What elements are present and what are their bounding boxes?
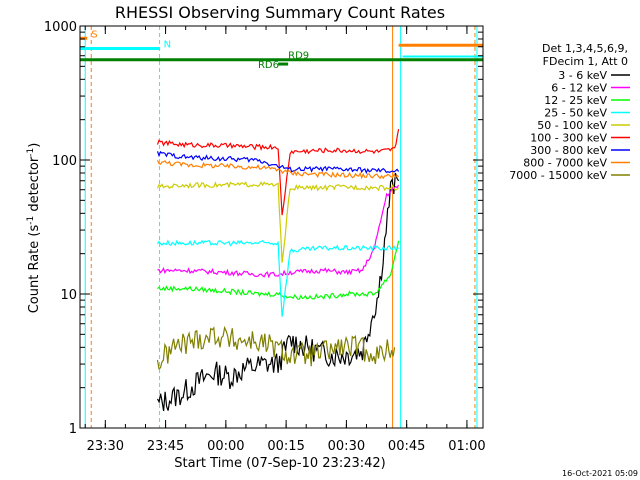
series-line-4: [156, 181, 399, 263]
legend-label-6: 300 - 800 keV: [530, 144, 607, 157]
x-tick-label-4: 00:30: [328, 439, 365, 454]
flag-label-s: S: [91, 29, 97, 40]
y-tick-label-0: 1: [69, 422, 77, 437]
legend-label-7: 800 - 7000 keV: [523, 157, 607, 170]
x-tick-label-1: 23:45: [147, 439, 184, 454]
y-axis-label-sup: -1: [26, 216, 36, 225]
plot-frame: [79, 25, 484, 429]
legend-header-line-2: FDecim 1, Att 0: [543, 55, 628, 68]
series-line-2: [157, 240, 400, 300]
legend-label-2: 12 - 25 keV: [544, 94, 607, 107]
chart-title: RHESSI Observing Summary Count Rates: [115, 3, 445, 22]
legend-label-8: 7000 - 15000 keV: [509, 169, 607, 182]
legend-label-3: 25 - 50 keV: [544, 107, 607, 120]
series-line-1: [157, 184, 400, 279]
series-line-3: [156, 239, 399, 317]
legend-label-5: 100 - 300 keV: [530, 132, 607, 145]
series-line-8: [156, 325, 396, 370]
flag-label-rd6: RD6: [258, 60, 279, 71]
x-tick-label-3: 00:15: [267, 439, 304, 454]
footer-date: 16-Oct-2021 05:09: [562, 469, 638, 478]
x-axis-label: Start Time (07-Sep-10 23:23:42): [174, 456, 385, 471]
series-line-7: [156, 160, 400, 180]
x-tick-label-6: 01:00: [448, 439, 485, 454]
y-axis: 1 10 100 1000: [44, 20, 483, 437]
legend-header-line-1: Det 1,3,4,5,6,9,: [542, 42, 628, 55]
legend-label-0: 3 - 6 keV: [558, 69, 607, 82]
x-tick-label-2: 00:00: [207, 439, 244, 454]
y-axis-label-sup-2: -1: [26, 148, 36, 157]
y-axis-label-tail: detector: [27, 156, 42, 216]
flag-label-rd9: RD9: [288, 51, 309, 62]
legend: Det 1,3,4,5,6,9, FDecim 1, Att 0 3 - 6 k…: [509, 42, 630, 182]
legend-label-4: 50 - 100 keV: [537, 119, 607, 132]
y-tick-label-2: 100: [52, 154, 77, 169]
x-axis: 23:30 23:45 00:00 00:15 00:30 00:45 01:00: [84, 26, 486, 454]
flag-label-n: N: [164, 39, 171, 50]
vertical-markers: [84, 26, 478, 428]
y-axis-label-main: Count Rate (s: [27, 225, 42, 314]
x-tick-label-5: 00:45: [388, 439, 425, 454]
y-axis-label: Count Rate (s-1 detector-1): [26, 143, 42, 314]
y-tick-label-1: 10: [60, 288, 77, 303]
data-series: [156, 128, 400, 411]
status-flags: S N RD9 RD6: [80, 29, 483, 71]
x-tick-label-0: 23:30: [87, 439, 124, 454]
series-line-5: [156, 128, 400, 216]
legend-label-1: 6 - 12 keV: [551, 82, 607, 95]
y-tick-label-3: 1000: [44, 20, 77, 35]
series-line-6: [156, 150, 400, 175]
y-axis-label-end: ): [27, 143, 42, 148]
